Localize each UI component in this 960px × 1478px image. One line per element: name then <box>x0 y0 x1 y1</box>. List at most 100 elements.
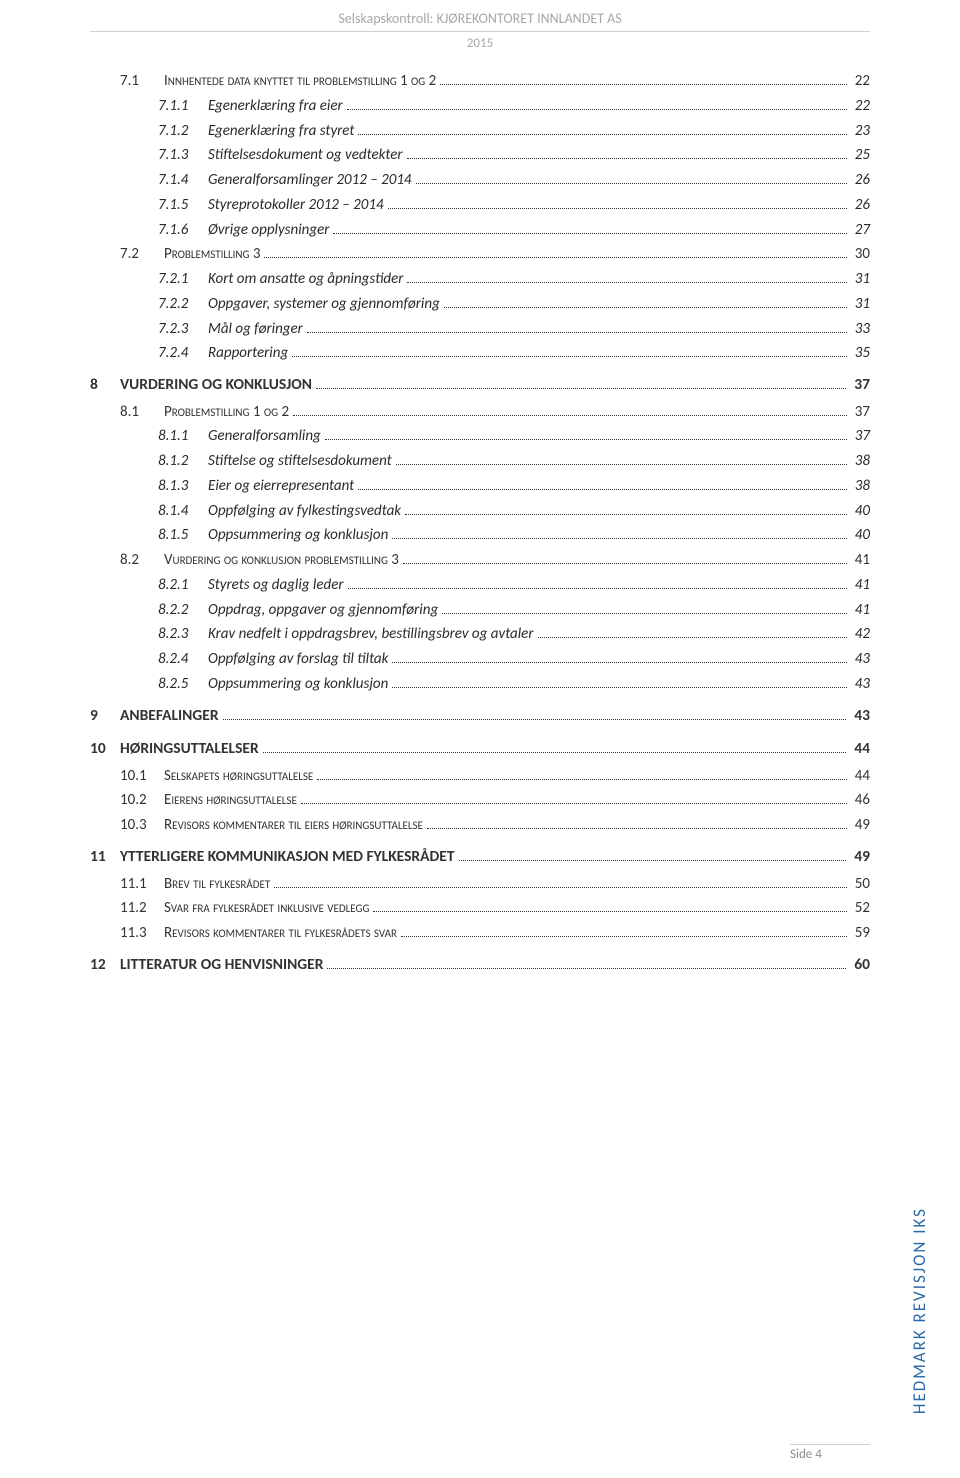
toc-leader-dots <box>358 489 847 490</box>
toc-leader-dots <box>274 887 847 888</box>
toc-entry: 8VURDERING OG KONKLUSJON37 <box>90 366 870 400</box>
toc-entry-title: Stiftelse og stiftelsesdokument <box>208 449 392 474</box>
toc-entry: 7.2.3Mål og føringer33 <box>90 317 870 342</box>
toc-entry-number: 7.1.1 <box>158 94 208 119</box>
toc-entry: 7.1.4Generalforsamlinger 2012 – 2014 26 <box>90 168 870 193</box>
toc-entry-number: 8.1.3 <box>158 474 208 499</box>
toc-entry-number: 9 <box>90 703 120 729</box>
toc-entry-number: 7.1.2 <box>158 119 208 144</box>
toc-entry: 8.1.1Generalforsamling 37 <box>90 424 870 449</box>
toc-leader-dots <box>325 439 847 440</box>
toc-entry-title: Styrets og daglig leder <box>208 573 344 598</box>
toc-leader-dots <box>223 719 847 720</box>
toc-leader-dots <box>403 563 847 564</box>
toc-entry-title: Styreprotokoller 2012 – 2014 <box>208 193 384 218</box>
toc-leader-dots <box>442 613 847 614</box>
toc-leader-dots <box>401 936 847 937</box>
toc-entry: 8.1.2Stiftelse og stiftelsesdokument38 <box>90 449 870 474</box>
toc-entry-page: 35 <box>851 341 870 366</box>
page-number: Side 4 <box>790 1447 822 1462</box>
toc-entry-title: Revisors kommentarer til eiers høringsut… <box>164 813 423 838</box>
toc-entry-page: 23 <box>851 119 870 144</box>
doc-title: Selskapskontroll: KJØREKONTORET INNLANDE… <box>338 10 621 27</box>
toc-entry-title: Oppfølging av forslag til tiltak <box>208 647 388 672</box>
toc-entry-number: 11 <box>90 844 120 870</box>
toc-entry-title: Revisors kommentarer til fylkesrådets sv… <box>164 921 397 946</box>
toc-entry: 7.1Innhentede data knyttet til problemst… <box>90 69 870 94</box>
toc-entry-title: Svar fra fylkesrådet inklusive vedlegg <box>164 896 369 921</box>
toc-entry-page: 44 <box>850 736 870 762</box>
toc-leader-dots <box>316 388 846 389</box>
toc-entry: 8.1.3Eier og eierrepresentant38 <box>90 474 870 499</box>
table-of-contents: 7.1Innhentede data knyttet til problemst… <box>0 69 960 979</box>
toc-entry-title: Oppsummering og konklusjon <box>208 672 388 697</box>
toc-entry-number: 8.2 <box>120 548 164 573</box>
toc-entry-title: Generalforsamling <box>208 424 321 449</box>
toc-leader-dots <box>264 257 846 258</box>
toc-entry: 8.2.3Krav nedfelt i oppdragsbrev, bestil… <box>90 622 870 647</box>
toc-entry-number: 8.1.1 <box>158 424 208 449</box>
toc-entry-title: Krav nedfelt i oppdragsbrev, bestillings… <box>208 622 534 647</box>
toc-leader-dots <box>333 233 846 234</box>
toc-entry-title: Problemstilling 3 <box>164 242 260 267</box>
toc-entry-number: 8 <box>90 372 120 398</box>
toc-entry-page: 31 <box>851 267 870 292</box>
toc-entry-number: 10.2 <box>120 788 164 813</box>
toc-entry-title: Vurdering og konklusjon problemstilling … <box>164 548 399 573</box>
toc-leader-dots <box>405 514 847 515</box>
toc-entry-page: 31 <box>851 292 870 317</box>
toc-entry-number: 7.2.4 <box>158 341 208 366</box>
toc-leader-dots <box>348 588 847 589</box>
toc-entry: 11.3Revisors kommentarer til fylkesrådet… <box>90 921 870 946</box>
toc-entry-page: 40 <box>851 523 870 548</box>
doc-year: 2015 <box>0 32 960 69</box>
toc-entry-page: 42 <box>851 622 870 647</box>
toc-entry: 7.2.4Rapportering 35 <box>90 341 870 366</box>
toc-entry-title: Øvrige opplysninger <box>208 218 329 243</box>
toc-entry-number: 10.3 <box>120 813 164 838</box>
toc-leader-dots <box>347 109 847 110</box>
toc-leader-dots <box>317 779 846 780</box>
toc-entry-number: 8.2.2 <box>158 598 208 623</box>
toc-entry-page: 49 <box>850 844 870 870</box>
toc-leader-dots <box>373 911 846 912</box>
toc-entry: 11.2Svar fra fylkesrådet inklusive vedle… <box>90 896 870 921</box>
toc-entry: 10HØRINGSUTTALELSER44 <box>90 730 870 764</box>
toc-entry-number: 8.1.4 <box>158 499 208 524</box>
toc-entry-title: Oppdrag, oppgaver og gjennomføring <box>208 598 438 623</box>
toc-entry: 11.1Brev til fylkesrådet50 <box>90 872 870 897</box>
toc-entry: 10.1Selskapets høringsuttalelse44 <box>90 764 870 789</box>
toc-leader-dots <box>293 415 847 416</box>
toc-entry-title: Rapportering <box>208 341 288 366</box>
toc-entry-number: 7.2.1 <box>158 267 208 292</box>
toc-entry-title: Brev til fylkesrådet <box>164 872 270 897</box>
toc-leader-dots <box>396 464 847 465</box>
toc-entry-page: 49 <box>851 813 870 838</box>
toc-leader-dots <box>263 752 847 753</box>
toc-entry-number: 8.2.4 <box>158 647 208 672</box>
toc-entry-title: Innhentede data knyttet til problemstill… <box>164 69 436 94</box>
toc-leader-dots <box>392 538 846 539</box>
toc-entry-page: 38 <box>851 449 870 474</box>
toc-entry-number: 7.1.6 <box>158 218 208 243</box>
toc-entry-number: 12 <box>90 952 120 978</box>
toc-entry-title: Generalforsamlinger 2012 – 2014 <box>208 168 412 193</box>
toc-entry: 10.3Revisors kommentarer til eiers hørin… <box>90 813 870 838</box>
toc-entry: 8.2.5Oppsummering og konklusjon43 <box>90 672 870 697</box>
toc-entry-page: 26 <box>851 168 870 193</box>
toc-leader-dots <box>301 803 847 804</box>
toc-entry-page: 59 <box>851 921 870 946</box>
toc-leader-dots <box>358 134 846 135</box>
toc-leader-dots <box>407 282 846 283</box>
toc-entry-page: 37 <box>851 424 870 449</box>
toc-entry-number: 8.2.3 <box>158 622 208 647</box>
toc-entry-number: 8.1.5 <box>158 523 208 548</box>
toc-leader-dots <box>538 637 847 638</box>
toc-entry-title: VURDERING OG KONKLUSJON <box>120 372 312 398</box>
toc-entry: 8.1Problemstilling 1 og 237 <box>90 400 870 425</box>
toc-entry-number: 7.2.3 <box>158 317 208 342</box>
toc-entry-page: 30 <box>851 242 870 267</box>
toc-entry-title: HØRINGSUTTALELSER <box>120 736 259 762</box>
toc-entry-number: 7.1.4 <box>158 168 208 193</box>
page-footer: Side 4 <box>790 1444 870 1462</box>
